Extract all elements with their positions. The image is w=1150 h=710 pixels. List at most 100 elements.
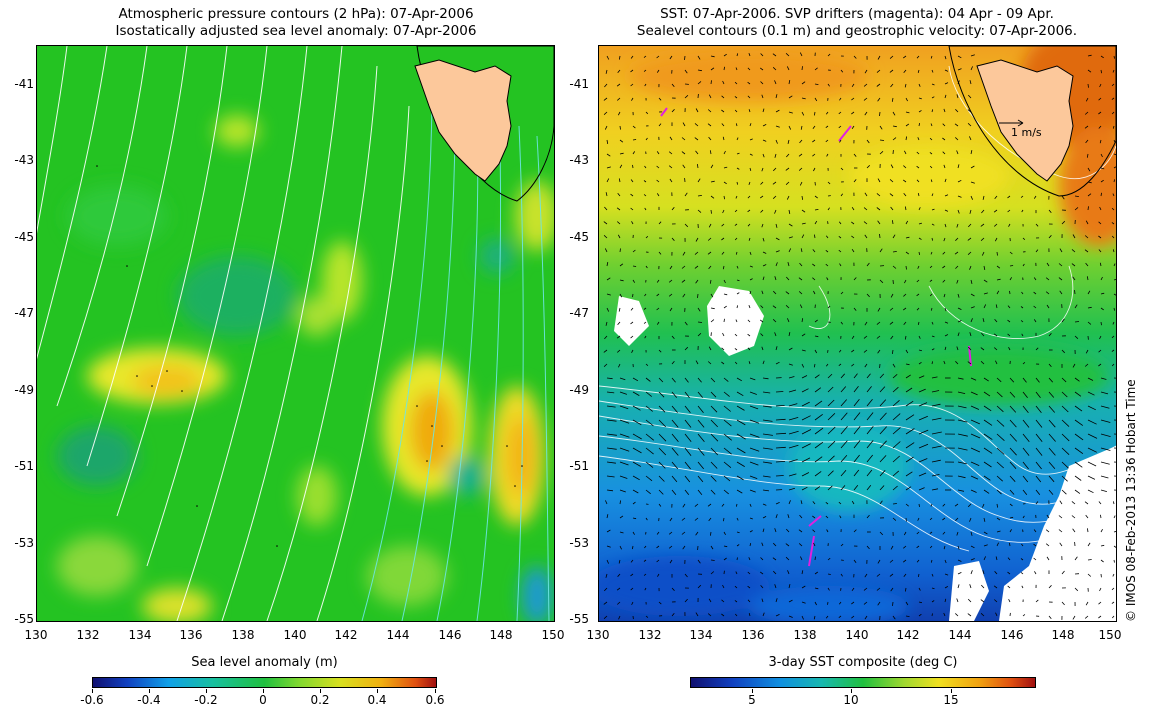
velocity-arrow — [1009, 529, 1012, 533]
velocity-arrow — [735, 571, 738, 575]
velocity-arrow — [944, 346, 947, 351]
velocity-arrow — [943, 164, 946, 169]
velocity-arrow — [996, 461, 1004, 469]
velocity-arrow — [916, 279, 920, 283]
velocity-arrow — [618, 307, 621, 312]
velocity-arrow — [748, 612, 751, 617]
velocity-arrow — [671, 83, 675, 88]
velocity-arrow — [710, 419, 718, 428]
velocity-arrow — [697, 81, 702, 85]
velocity-arrow — [619, 461, 629, 466]
velocity-arrow — [603, 363, 608, 367]
velocity-arrow — [709, 279, 712, 284]
velocity-arrow — [918, 110, 922, 113]
velocity-arrow — [775, 391, 784, 393]
velocity-arrow — [851, 206, 855, 211]
velocity-arrow — [825, 515, 829, 519]
velocity-arrow — [905, 428, 915, 435]
velocity-arrow — [749, 377, 756, 381]
velocity-arrow — [827, 386, 834, 393]
velocity-arrow — [721, 237, 725, 241]
velocity-arrow — [799, 514, 803, 519]
velocity-arrow — [905, 97, 908, 102]
velocity-arrow — [983, 475, 991, 481]
sst-cb-tick: 15 — [943, 693, 959, 707]
velocity-arrow — [632, 265, 637, 267]
velocity-arrow — [892, 111, 896, 116]
velocity-arrow — [606, 277, 611, 281]
velocity-arrow — [866, 425, 874, 435]
velocity-arrow — [1058, 515, 1063, 519]
velocity-arrow — [1059, 500, 1063, 505]
velocity-arrow — [903, 193, 907, 197]
velocity-arrow — [710, 80, 712, 85]
velocity-arrow — [787, 139, 790, 144]
velocity-arrow — [762, 153, 765, 158]
velocity-arrow — [684, 69, 688, 74]
velocity-arrow — [851, 601, 855, 605]
velocity-arrow — [943, 108, 946, 113]
velocity-arrow — [1084, 501, 1089, 505]
velocity-arrow — [775, 475, 784, 477]
velocity-arrow — [943, 360, 946, 365]
velocity-arrow — [956, 279, 959, 284]
velocity-arrow — [656, 559, 660, 563]
velocity-arrow — [1100, 544, 1105, 547]
velocity-arrow — [801, 349, 806, 352]
velocity-arrow — [643, 559, 647, 562]
left-ytick: -51 — [14, 459, 34, 473]
velocity-arrow — [994, 223, 998, 227]
velocity-arrow — [1048, 235, 1052, 239]
velocity-arrow — [814, 83, 819, 85]
velocity-arrow — [969, 584, 972, 589]
velocity-arrow — [748, 237, 751, 241]
velocity-arrow — [942, 137, 946, 141]
velocity-arrow — [851, 363, 855, 367]
velocity-arrow — [801, 429, 812, 435]
velocity-arrow — [851, 500, 855, 505]
left-xtick: 150 — [541, 628, 565, 642]
velocity-arrow — [981, 332, 985, 337]
velocity-arrow — [1071, 501, 1076, 505]
velocity-arrow — [1046, 262, 1050, 267]
velocity-arrow — [801, 457, 811, 463]
velocity-arrow — [877, 97, 881, 102]
velocity-arrow — [954, 251, 959, 255]
velocity-arrow — [957, 195, 962, 198]
velocity-arrow — [944, 573, 949, 576]
velocity-arrow — [736, 517, 739, 521]
velocity-arrow — [902, 559, 907, 563]
velocity-arrow — [905, 456, 914, 463]
velocity-arrow — [632, 164, 634, 169]
velocity-arrow — [723, 461, 732, 469]
velocity-arrow — [761, 346, 764, 351]
velocity-arrow — [931, 474, 940, 477]
velocity-arrow — [942, 531, 946, 535]
velocity-arrow — [851, 97, 855, 101]
velocity-arrow — [864, 69, 868, 74]
velocity-arrow — [851, 83, 855, 88]
velocity-arrow — [606, 514, 609, 519]
velocity-arrow — [969, 136, 972, 141]
right-xtick: 148 — [1051, 628, 1075, 642]
velocity-arrow — [697, 584, 702, 589]
velocity-arrow — [645, 405, 653, 412]
velocity-arrow — [735, 67, 738, 71]
sla-cb-tick: -0.6 — [80, 693, 104, 707]
velocity-arrow — [801, 585, 806, 589]
velocity-arrow — [606, 419, 617, 422]
velocity-arrow — [710, 461, 718, 469]
velocity-arrow — [617, 221, 621, 225]
velocity-arrow — [710, 180, 715, 183]
velocity-arrow — [710, 319, 715, 323]
velocity-arrow — [658, 251, 662, 255]
velocity-arrow — [1007, 209, 1011, 213]
velocity-arrow — [603, 97, 608, 101]
velocity-arrow — [814, 111, 816, 116]
velocity-arrow — [723, 391, 730, 397]
velocity-arrow — [656, 545, 660, 549]
velocity-arrow — [708, 346, 712, 351]
right-xtick: 132 — [638, 628, 662, 642]
velocity-arrow — [1084, 111, 1089, 115]
velocity-arrow — [630, 179, 634, 183]
